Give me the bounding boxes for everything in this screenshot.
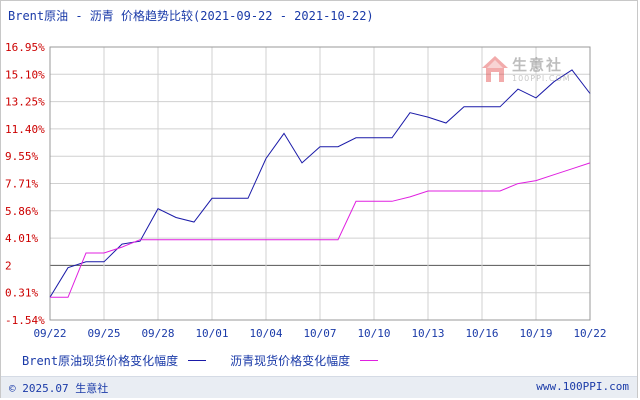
y-tick-label: 16.95% xyxy=(5,41,45,54)
x-tick-label: 10/19 xyxy=(519,327,552,340)
y-tick-label: 5.86% xyxy=(5,205,38,218)
x-tick-label: 09/22 xyxy=(33,327,66,340)
footer-bar: © 2025.07 生意社 www.100PPI.com xyxy=(1,376,637,398)
watermark-subtext: 100PPI.COM xyxy=(512,74,571,83)
y-tick-label: 0.31% xyxy=(5,287,38,300)
y-tick-label: 9.55% xyxy=(5,150,38,163)
legend-label-brent: Brent原油现货价格变化幅度 xyxy=(22,354,179,368)
y-tick-label: 13.25% xyxy=(5,96,45,109)
house-logo-icon xyxy=(482,56,508,82)
footer-copyright: © 2025.07 生意社 xyxy=(9,382,109,395)
x-tick-label: 10/13 xyxy=(411,327,444,340)
x-tick-label: 09/28 xyxy=(141,327,174,340)
y-tick-label: 11.40% xyxy=(5,123,45,136)
y-tick-label: 7.71% xyxy=(5,178,38,191)
y-tick-label: -1.54% xyxy=(5,314,45,327)
grid-layer xyxy=(49,46,591,321)
y-tick-label: 2 xyxy=(5,259,12,272)
series-line-asphalt xyxy=(50,162,591,298)
watermark-logo: 生意社 100PPI.COM xyxy=(480,50,580,90)
x-tick-label: 10/04 xyxy=(249,327,282,340)
x-tick-label: 10/22 xyxy=(573,327,606,340)
x-tick-label: 10/16 xyxy=(465,327,498,340)
x-tick-label: 10/01 xyxy=(195,327,228,340)
x-tick-label: 10/07 xyxy=(303,327,336,340)
chart-title: Brent原油 - 沥青 价格趋势比较(2021-09-22 - 2021-10… xyxy=(8,9,374,23)
series-layer xyxy=(49,69,591,298)
y-tick-label: 4.01% xyxy=(5,232,38,245)
legend: Brent原油现货价格变化幅度 沥青现货价格变化幅度 xyxy=(22,352,388,369)
legend-label-asphalt: 沥青现货价格变化幅度 xyxy=(230,354,351,368)
tick-label-layer: 16.95% 15.10% 13.25% 11.40% 9.55% 7.71% 5.86% 4… xyxy=(5,41,607,340)
y-tick-label: 15.10% xyxy=(5,68,45,81)
legend-swatch-brent xyxy=(188,360,207,361)
axis-layer xyxy=(49,46,591,321)
x-tick-label: 09/25 xyxy=(87,327,120,340)
legend-swatch-asphalt xyxy=(360,360,379,361)
series-line-brent xyxy=(49,69,591,298)
x-tick-label: 10/10 xyxy=(357,327,390,340)
footer-site-link[interactable]: www.100PPI.com xyxy=(536,380,629,393)
watermark-text: 生意社 xyxy=(512,56,564,74)
plot-border xyxy=(49,46,591,321)
